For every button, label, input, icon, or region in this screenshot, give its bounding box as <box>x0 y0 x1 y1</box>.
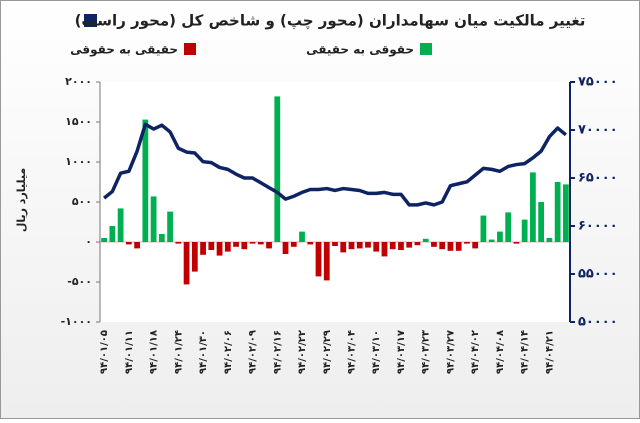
bar <box>356 242 363 249</box>
bar <box>422 238 429 242</box>
bar <box>315 242 322 277</box>
bar <box>513 242 520 244</box>
bar <box>505 212 512 242</box>
bar <box>373 242 380 252</box>
bar <box>125 242 132 245</box>
x-tick-label: ۹۴/۰۴/۰۸ <box>495 330 506 374</box>
x-tick-label: ۹۴/۰۴/۰۲ <box>470 330 481 374</box>
bar <box>299 231 305 242</box>
bar <box>562 184 569 242</box>
legend-label: حقوقی به حقیقی <box>306 43 414 58</box>
y-tick-label: -۱۰۰۰ <box>61 315 92 328</box>
y-tick-label: ۰ <box>85 235 92 248</box>
x-tick-label: ۹۴/۰۲/۲۲ <box>297 330 308 374</box>
x-tick-label: ۹۴/۰۴/۲۱ <box>544 330 555 374</box>
x-tick-label: ۹۴/۰۱/۱۸ <box>149 330 160 374</box>
y2-tick-label: ۵۰۰۰۰ <box>578 315 618 330</box>
bar <box>224 242 231 252</box>
bar <box>158 234 165 242</box>
bar <box>554 182 561 242</box>
bar <box>241 242 248 250</box>
bar <box>266 242 272 249</box>
x-tick-label: ۹۴/۰۳/۲۷ <box>445 330 456 374</box>
bar <box>546 238 553 242</box>
bar <box>538 202 545 242</box>
y-tick-label: ۱۰۰۰ <box>65 155 92 168</box>
x-tick-label: ۹۴/۰۲/۲۹ <box>322 330 333 374</box>
y2-tick-label: ۷۵۰۰۰ <box>578 75 618 90</box>
legend-swatch <box>184 43 196 55</box>
bar <box>175 242 182 244</box>
index-line <box>103 122 567 207</box>
bar <box>208 242 215 250</box>
bar <box>414 242 421 246</box>
bar <box>290 242 297 247</box>
chart-title: تغییر مالکیت میان سهامداران (محور چپ) و … <box>75 12 586 31</box>
x-tick-label: ۹۴/۰۳/۱۷ <box>396 330 407 374</box>
bar <box>323 242 330 281</box>
x-tick-label: ۹۴/۰۲/۱۶ <box>272 330 283 374</box>
bar <box>216 242 223 256</box>
bar <box>530 172 536 242</box>
line-legend-swatch <box>84 14 97 27</box>
bar <box>167 211 173 242</box>
bar <box>191 242 198 272</box>
x-tick-label: ۹۴/۰۱/۰۵ <box>99 330 110 374</box>
legend-label: حقیقی به حقوقی <box>70 43 178 58</box>
bar <box>142 119 149 242</box>
y2-tick-label: ۶۰۰۰۰ <box>578 219 618 234</box>
bar <box>389 242 396 250</box>
bar <box>249 242 256 244</box>
bar <box>109 226 116 242</box>
bar <box>381 242 388 257</box>
bar <box>200 242 206 255</box>
bar <box>480 215 487 242</box>
bar <box>233 242 239 247</box>
x-tick-label: ۹۴/۰۲/۰۹ <box>248 330 259 374</box>
x-tick-label: ۹۴/۰۳/۰۴ <box>346 330 357 374</box>
y2-tick-label: ۶۵۰۰۰ <box>578 171 618 186</box>
bar <box>488 239 495 242</box>
bar <box>431 242 437 247</box>
x-tick-label: ۹۴/۰۲/۰۶ <box>223 330 234 374</box>
y2-tick-label: ۵۵۰۰۰ <box>578 267 618 282</box>
plot-area <box>100 82 570 322</box>
legend-swatch <box>420 43 432 55</box>
bar <box>447 242 454 251</box>
y-tick-label: ۵۰۰ <box>72 195 92 208</box>
bar <box>150 196 157 242</box>
y-tick-label: ۲۰۰۰ <box>65 75 92 88</box>
bar <box>117 208 124 242</box>
y-tick-label: ۱۵۰۰ <box>65 115 92 128</box>
bar <box>439 242 446 250</box>
bar <box>455 242 462 251</box>
bar <box>398 242 404 250</box>
bar <box>274 96 281 243</box>
y2-tick-label: ۷۰۰۰۰ <box>578 123 618 138</box>
x-tick-label: ۹۴/۰۴/۱۴ <box>520 330 531 374</box>
bar <box>101 238 108 242</box>
bar <box>521 219 528 242</box>
y-tick-label: -۵۰۰ <box>67 275 92 288</box>
bar <box>497 231 503 242</box>
bar <box>464 242 470 244</box>
x-tick-label: ۹۴/۰۱/۳۰ <box>198 330 209 374</box>
bar <box>472 242 479 249</box>
x-tick-label: ۹۴/۰۱/۲۴ <box>173 330 184 374</box>
x-tick-label: ۹۴/۰۱/۱۱ <box>124 330 135 374</box>
x-tick-label: ۹۴/۰۳/۱۰ <box>371 330 382 374</box>
bar <box>134 242 140 249</box>
bar <box>307 242 314 245</box>
bar <box>282 242 289 254</box>
bar <box>406 242 413 248</box>
bar <box>257 242 264 245</box>
bar <box>332 242 338 246</box>
bar <box>348 242 355 250</box>
bar <box>340 242 347 253</box>
bar <box>365 242 371 248</box>
x-tick-label: ۹۴/۰۳/۲۳ <box>421 330 432 374</box>
y-axis-label: میلیارد ریال <box>15 168 28 232</box>
bar <box>183 242 190 285</box>
